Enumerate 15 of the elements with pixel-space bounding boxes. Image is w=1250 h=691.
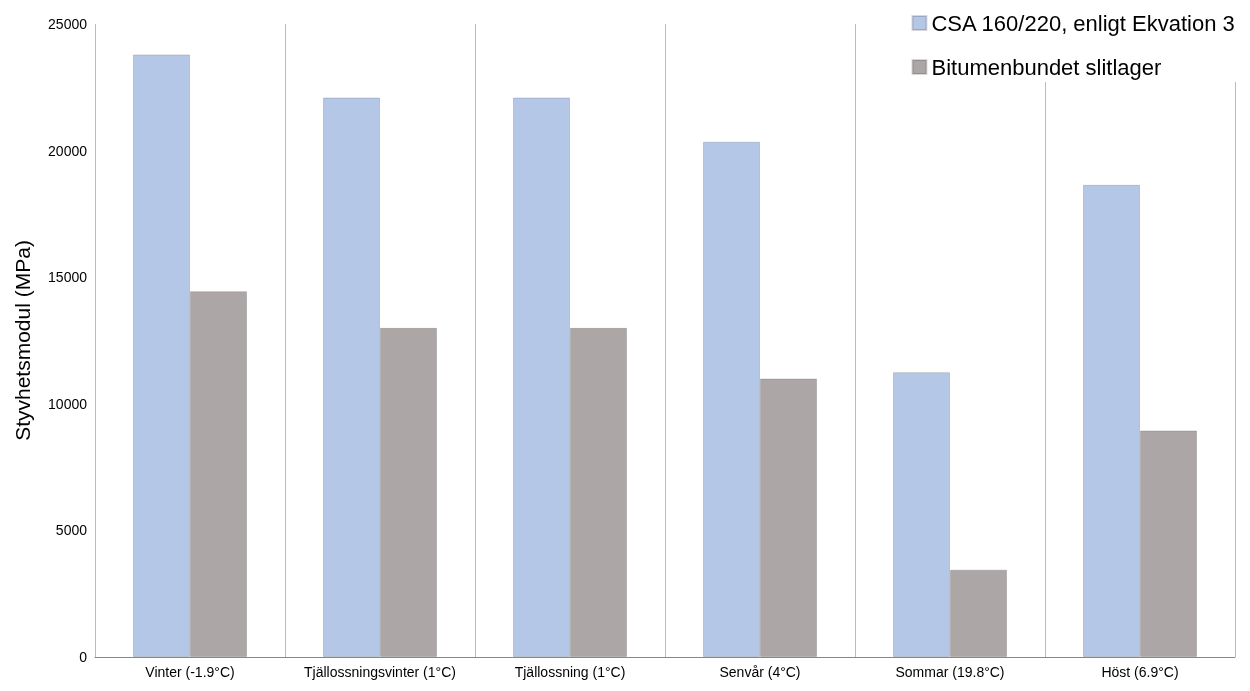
x-tick-label: Tjällossning (1°C) [514,664,626,680]
y-tick-label: 20000 [48,142,88,159]
x-tick-label: Tjällossningsvinter (1°C) [304,664,456,680]
x-tick-label: Vinter (-1.9°C) [145,664,235,680]
y-tick-label: 0 [79,649,88,665]
y-tick-label: 10000 [48,395,88,412]
y-tick-label: 5000 [55,522,88,539]
x-tick-label: Senvår (4°C) [719,664,801,680]
legend-label: CSA 160/220, enligt Ekvation 3 [931,10,1235,36]
x-tick-label: Höst (6.9°C) [1101,664,1179,680]
y-tick-label: 15000 [48,269,88,286]
y-tick-label: 25000 [48,16,88,32]
y-axis-title: Styvhetsmodul (MPa) [11,240,34,441]
legend-label: Bitumenbundet slitlager [931,54,1162,80]
x-tick-label: Sommar (19.8°C) [895,664,1005,680]
